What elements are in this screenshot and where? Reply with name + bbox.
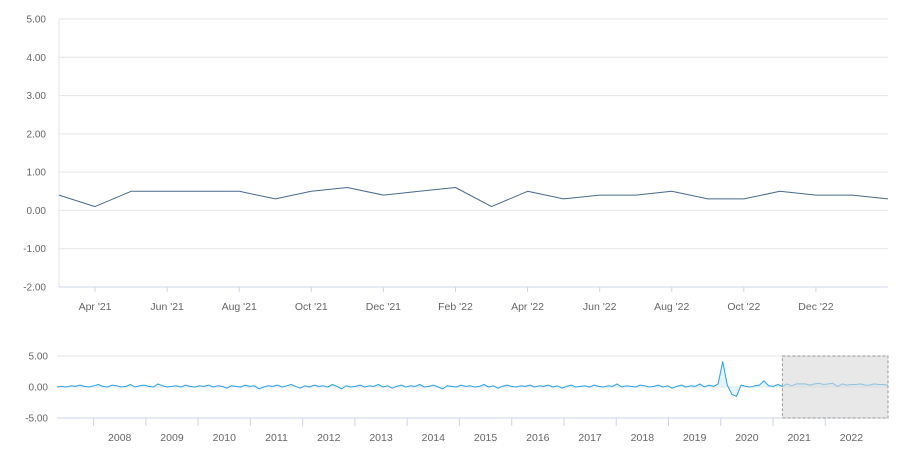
main-x-tick-label: Apr '22 [511,301,544,313]
main-x-tick-label: Jun '22 [583,301,617,313]
navigator-window-group [781,355,889,419]
main-x-tick-label: Oct '22 [727,301,760,313]
main-y-tick-label: 0.00 [27,206,47,217]
navigator-x-tick-label: 2018 [631,432,655,444]
navigator-x-tick-label: 2012 [317,432,341,444]
navigator-y-tick-label: 0.00 [29,383,49,394]
main-x-tick-label: Oct '21 [295,301,328,313]
main-y-tick-label: 1.00 [27,168,47,179]
main-y-tick-label: 2.00 [27,129,47,140]
navigator-x-tick-label: 2014 [422,432,446,444]
main-y-tick-label: -1.00 [23,244,46,255]
navigator-x-tick-label: 2022 [840,432,864,444]
main-x-tick-label: Aug '21 [222,301,257,313]
main-series-line [58,187,889,208]
navigator-x-tick-label: 2013 [369,432,393,444]
navigator-x-tick-label: 2015 [474,432,498,444]
navigator-y-tick-label: -5.00 [25,414,48,425]
main-gridlines [58,18,888,288]
navigator-x-tick-label: 2009 [160,432,184,444]
main-x-tick-label: Aug '22 [654,301,689,313]
navigator-series-line [56,361,889,397]
navigator-series-group [56,361,889,397]
main-y-tick-label: -2.00 [23,283,46,294]
navigator-y-tick-label: 5.00 [29,352,49,363]
main-series-group [58,187,889,208]
main-y-tick-label: 3.00 [27,91,47,102]
navigator-x-tick-label: 2020 [735,432,759,444]
navigator-x-tick-label: 2016 [526,432,550,444]
main-x-tick-label: Dec '22 [798,301,833,313]
navigator-x-tick-label: 2008 [108,432,132,444]
main-x-tick-label: Jun '21 [150,301,184,313]
navigator-x-axis-ticks: 2008 2009 2010 2011 2012 2013 2014 2015 2016 2017… [93,418,864,444]
navigator-x-tick-label: 2010 [213,432,237,444]
main-x-tick-label: Apr '21 [79,301,112,313]
main-y-tick-label: 5.00 [27,15,47,26]
main-y-tick-label: 4.00 [27,53,47,64]
navigator-x-tick-label: 2017 [578,432,602,444]
navigator-selected-range[interactable] [781,355,889,419]
navigator-x-tick-label: 2011 [265,432,288,444]
navigator-x-tick-label: 2019 [683,432,707,444]
navigator-y-axis-ticks: 5.00 0.00 -5.00 [25,352,48,425]
navigator-series-area [57,361,888,397]
main-x-tick-label: Feb '22 [438,301,473,313]
main-y-axis-ticks: 5.00 4.00 3.00 2.00 1.00 0.00 -1.00 -2.00 [23,15,46,294]
navigator-x-tick-label: 2021 [787,432,811,444]
main-x-axis-ticks: Apr '21 Jun '21 Aug '21 Oct '21 Dec '21 Feb '… [79,287,834,313]
main-x-tick-label: Dec '21 [366,301,401,313]
